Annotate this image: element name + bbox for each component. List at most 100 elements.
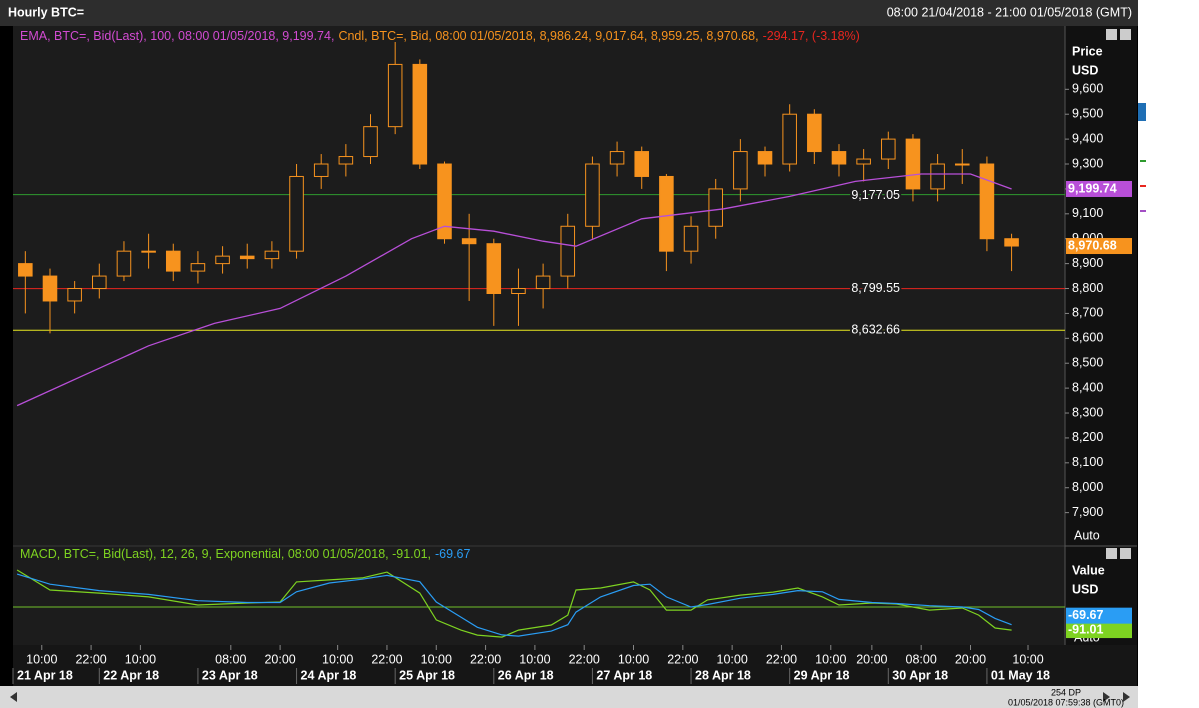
candle-body (881, 138, 896, 160)
title-bar (0, 0, 1138, 26)
candle-body (930, 163, 945, 190)
maximize-button[interactable] (1106, 548, 1117, 559)
candle-body (535, 275, 551, 290)
date-label: 01 May 18 (991, 668, 1050, 682)
candle-body (215, 255, 230, 265)
candle-body (165, 250, 181, 272)
candle-body (363, 126, 378, 158)
maximize-button[interactable] (1106, 29, 1117, 40)
candle-body (659, 175, 674, 252)
candle-body (708, 188, 723, 227)
side-label: Japan (1150, 152, 1191, 169)
candle-body (486, 243, 502, 294)
date-label: 30 Apr 18 (892, 668, 948, 682)
price-tag-label: -91.01 (1068, 622, 1103, 636)
side-label: Japan (1140, 406, 1181, 423)
y-tick-label: 8,800 (1072, 281, 1103, 295)
time-axis (13, 645, 1137, 686)
legend: EMA, BTC=, Bid(Last), 100, 08:00 01/05/2… (20, 29, 860, 43)
macd-line (16, 569, 1012, 638)
scroll-end[interactable] (1123, 692, 1130, 702)
y-tick-label: 9,600 (1072, 82, 1103, 96)
legend-entry: EMA, BTC=, Bid(Last), 100, 08:00 01/05/2… (20, 29, 334, 43)
candle-body (979, 163, 995, 240)
legend-entry: Cndl, BTC=, Bid, 08:00 01/05/2018, 8,986… (338, 29, 758, 43)
reference-label: 9,177.05 (851, 188, 900, 202)
date-label: 24 Apr 18 (301, 668, 357, 682)
price-tag-label: 9,199.74 (1068, 181, 1117, 195)
side-label: UK (1140, 264, 1161, 281)
y-tick-label: 8,500 (1072, 356, 1103, 370)
axis-title: Value (1072, 563, 1105, 577)
scroll-bar[interactable] (0, 686, 1138, 708)
side-area (1138, 0, 1199, 708)
scroll-right[interactable] (1103, 692, 1110, 702)
candle-body (905, 138, 921, 190)
x-tick-label: 22:00 (371, 652, 402, 666)
candle-body (338, 156, 354, 165)
timestamp: 01/05/2018 07:59:38 (GMT0) (1008, 697, 1124, 707)
candle-body (807, 113, 822, 153)
candle-body (1004, 238, 1019, 247)
y-tick-label: 7,900 (1072, 505, 1103, 519)
date-label: 28 Apr 18 (695, 668, 751, 682)
candle-body (18, 263, 33, 277)
x-tick-label: 10:00 (815, 652, 846, 666)
y-tick-label: 9,500 (1072, 107, 1103, 121)
x-tick-label: 22:00 (667, 652, 698, 666)
candle-body (289, 175, 304, 252)
x-tick-label: 22:00 (75, 652, 106, 666)
x-tick-label: 20:00 (856, 652, 887, 666)
y-tick-label: 8,600 (1072, 331, 1103, 345)
date-label: 21 Apr 18 (17, 668, 73, 682)
macd-line (16, 573, 1012, 637)
y-tick-label: 9,100 (1072, 206, 1103, 220)
date-label: 22 Apr 18 (103, 668, 159, 682)
date-label: 25 Apr 18 (399, 668, 455, 682)
x-tick-label: 08:00 (215, 652, 246, 666)
price-tag (1066, 607, 1132, 624)
y-tick-label: 8,700 (1072, 306, 1103, 320)
y-tick-label: 8,100 (1072, 455, 1103, 469)
macd-panel (13, 547, 1065, 645)
x-tick-label: 10:00 (26, 652, 57, 666)
date-label: 29 Apr 18 (794, 668, 850, 682)
axis-title: USD (1072, 582, 1098, 596)
candle-body (264, 250, 280, 260)
y-tick-label: 8,200 (1072, 430, 1103, 444)
candle-body (782, 113, 797, 165)
price-tag (1066, 622, 1132, 639)
close-button[interactable] (1120, 29, 1131, 40)
x-tick-label: 20:00 (955, 652, 986, 666)
x-tick-label: 20:00 (264, 652, 295, 666)
legend: MACD, BTC=, Bid(Last), 12, 26, 9, Expone… (20, 547, 471, 561)
x-tick-label: 22:00 (569, 652, 600, 666)
candle-body (116, 250, 132, 277)
date-range: 08:00 21/04/2018 - 21:00 01/05/2018 (GMT… (887, 5, 1132, 19)
side-marker (1138, 103, 1146, 121)
close-button[interactable] (1120, 548, 1131, 559)
side-label: AUS (1140, 131, 1171, 148)
y-tick-label: 9,400 (1072, 131, 1103, 145)
scroll-start[interactable] (10, 692, 17, 702)
price-tag-label: -69.67 (1068, 608, 1103, 622)
axis-title: Price (1072, 44, 1103, 58)
x-tick-label: 08:00 (906, 652, 937, 666)
date-label: 23 Apr 18 (202, 668, 258, 682)
candle-body (585, 163, 600, 227)
y-tick-label: 8,400 (1072, 380, 1103, 394)
x-tick-label: 10:00 (322, 652, 353, 666)
x-tick-label: 10:00 (618, 652, 649, 666)
candle-body (560, 225, 576, 277)
candle-body (757, 151, 773, 165)
legend-entry: -294.17, (-3.18%) (763, 29, 860, 43)
value-axis-area (1065, 26, 1137, 645)
ema-line (16, 173, 1012, 407)
candle-body (511, 288, 526, 295)
price-tag (1066, 238, 1132, 255)
x-tick-label: 10:00 (125, 652, 156, 666)
legend-entry: MACD, BTC=, Bid(Last), 12, 26, 9, Expone… (20, 547, 431, 561)
candle-body (387, 63, 403, 128)
date-label: 26 Apr 18 (498, 668, 554, 682)
